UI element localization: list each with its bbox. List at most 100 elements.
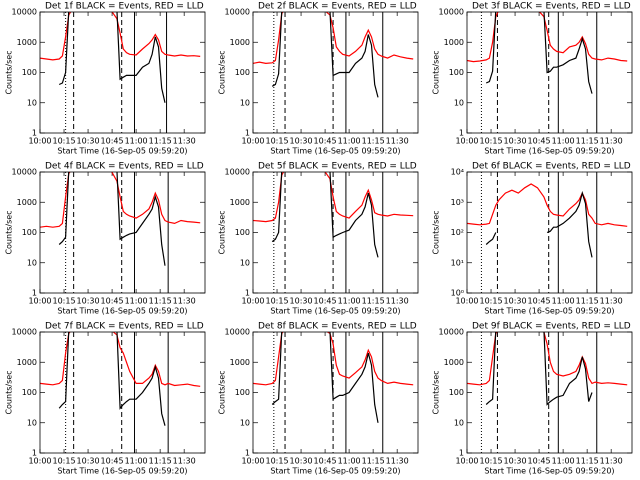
- x-axis-label: Start Time (16-Sep-05 09:59:20): [57, 467, 187, 476]
- series-line: [467, 12, 628, 63]
- x-tick-label: 10:30: [77, 457, 100, 466]
- y-tick-label: 100: [449, 388, 464, 397]
- y-tick-label: 100: [235, 388, 250, 397]
- plot-frame: [466, 11, 633, 134]
- series-line: [253, 12, 414, 65]
- plot-frame: [39, 331, 206, 454]
- plot-frame: [39, 171, 206, 294]
- x-tick-label: 11:00: [338, 457, 361, 466]
- x-tick-label: 10:15: [479, 137, 502, 146]
- x-tick-label: 11:15: [576, 457, 599, 466]
- y-axis-label: Counts/sec: [5, 370, 14, 414]
- y-tick-label: 1000: [444, 38, 464, 47]
- chart-title: Det 8f BLACK = Events, RED = LLD: [258, 322, 417, 332]
- panel: 10:00 10:15 10:30 10:45 11:00 11:15 11:30 1 10 10…: [218, 2, 419, 156]
- plot-area: [467, 332, 628, 406]
- y-tick-label: 10: [240, 418, 250, 427]
- x-tick-label: 10:30: [504, 297, 527, 306]
- x-tick-label: 11:30: [600, 457, 623, 466]
- y-tick-label: 10: [240, 98, 250, 107]
- x-tick-label: 11:15: [149, 137, 172, 146]
- x-tick-label: 10:45: [101, 297, 124, 306]
- x-axis-label: Start Time (16-Sep-05 09:59:20): [270, 147, 400, 156]
- series-line: [58, 172, 166, 266]
- x-axis-label: Start Time (16-Sep-05 09:59:20): [484, 307, 614, 316]
- plot-area: [467, 12, 628, 94]
- x-tick-label: 11:30: [173, 297, 196, 306]
- series-line: [40, 12, 201, 61]
- y-tick-label: 1: [245, 449, 250, 458]
- plot-frame: [252, 331, 419, 454]
- y-tick-label: 10⁰: [451, 289, 464, 298]
- y-tick-label: 10⁴: [451, 168, 464, 177]
- series-line: [253, 172, 414, 223]
- x-tick-label: 10:00: [241, 297, 264, 306]
- x-tick-label: 10:30: [290, 297, 313, 306]
- y-tick-label: 10000: [12, 168, 37, 177]
- x-tick-label: 10:00: [455, 297, 478, 306]
- x-tick-label: 11:15: [576, 297, 599, 306]
- panel: 10:00 10:15 10:30 10:45 11:00 11:15 11:30 1 10 10…: [432, 322, 633, 476]
- y-tick-label: 1: [32, 289, 37, 298]
- panel: 10:00 10:15 10:30 10:45 11:00 11:15 11:30 1 10 10…: [5, 162, 206, 316]
- x-tick-label: 10:00: [455, 457, 478, 466]
- series-line: [40, 332, 201, 387]
- chart-title: Det 7f BLACK = Events, RED = LLD: [45, 322, 204, 332]
- y-tick-label: 10000: [225, 328, 250, 337]
- x-tick-label: 10:15: [52, 137, 75, 146]
- x-axis-label: Start Time (16-Sep-05 09:59:20): [57, 307, 187, 316]
- x-tick-label: 10:00: [241, 457, 264, 466]
- x-tick-label: 10:15: [265, 137, 288, 146]
- plot-frame: [252, 171, 419, 294]
- y-tick-label: 10³: [451, 198, 464, 207]
- x-tick-label: 10:00: [28, 457, 51, 466]
- chart-title: Det 4f BLACK = Events, RED = LLD: [45, 162, 204, 172]
- y-tick-label: 10: [27, 418, 37, 427]
- plot-area: [253, 332, 414, 423]
- x-tick-label: 11:00: [552, 297, 575, 306]
- chart-title: Det 5f BLACK = Events, RED = LLD: [258, 162, 417, 172]
- series-line: [485, 12, 593, 94]
- y-tick-label: 1000: [17, 198, 37, 207]
- y-tick-label: 10: [240, 258, 250, 267]
- x-axis-label: Start Time (16-Sep-05 09:59:20): [484, 147, 614, 156]
- y-tick-label: 10: [27, 98, 37, 107]
- x-tick-label: 11:00: [338, 137, 361, 146]
- plot-frame: [39, 11, 206, 134]
- y-axis-label: Counts/sec: [218, 50, 227, 94]
- x-tick-label: 11:15: [149, 457, 172, 466]
- chart-title: Det 3f BLACK = Events, RED = LLD: [472, 2, 631, 12]
- x-tick-label: 10:00: [455, 137, 478, 146]
- y-tick-label: 100: [449, 68, 464, 77]
- series-line: [253, 332, 414, 386]
- y-tick-label: 10000: [225, 168, 250, 177]
- plot-area: [253, 12, 414, 98]
- x-tick-label: 10:15: [52, 457, 75, 466]
- x-tick-label: 11:00: [552, 457, 575, 466]
- series-line: [271, 172, 379, 258]
- series-line: [271, 332, 379, 423]
- x-axis-label: Start Time (16-Sep-05 09:59:20): [484, 467, 614, 476]
- y-tick-label: 1: [32, 449, 37, 458]
- plot-area: [40, 12, 201, 103]
- y-tick-label: 100: [22, 228, 37, 237]
- x-tick-label: 11:00: [552, 137, 575, 146]
- panel: 10:00 10:15 10:30 10:45 11:00 11:15 11:30 1 10 10…: [5, 322, 206, 476]
- panel: 10:00 10:15 10:30 10:45 11:00 11:15 11:30 1 10 10…: [218, 322, 419, 476]
- x-tick-label: 11:15: [149, 297, 172, 306]
- y-tick-label: 1000: [230, 358, 250, 367]
- x-tick-label: 11:30: [386, 297, 409, 306]
- series-line: [40, 172, 201, 228]
- x-tick-label: 10:30: [504, 137, 527, 146]
- series-line: [467, 332, 628, 386]
- y-tick-label: 1: [459, 449, 464, 458]
- series-line: [467, 183, 628, 227]
- x-tick-label: 10:30: [290, 457, 313, 466]
- x-tick-label: 10:15: [479, 297, 502, 306]
- x-tick-label: 10:45: [528, 457, 551, 466]
- x-tick-label: 10:45: [101, 457, 124, 466]
- x-tick-label: 11:30: [386, 137, 409, 146]
- y-tick-label: 1: [245, 289, 250, 298]
